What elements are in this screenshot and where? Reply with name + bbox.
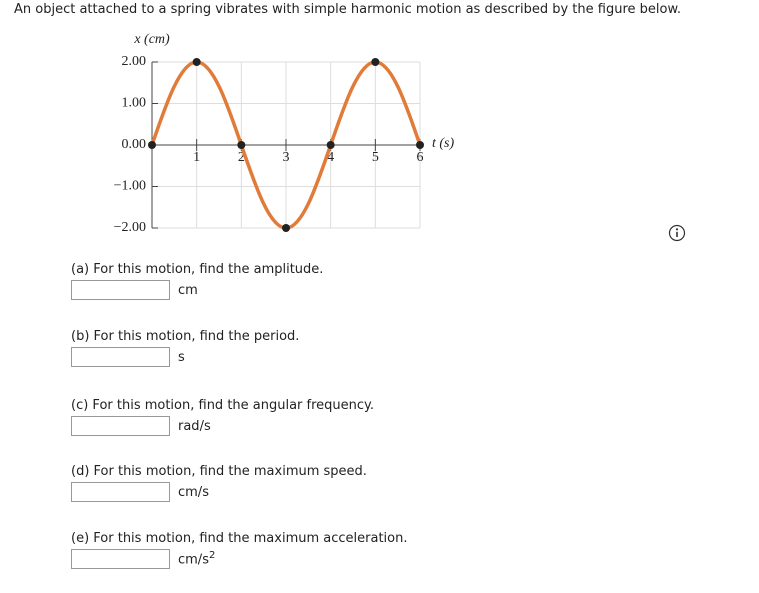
x-tick-label: 3 [283, 150, 290, 165]
prompt: An object attached to a spring vibrates … [14, 2, 682, 17]
answer-row: cm [71, 280, 323, 300]
answer-input[interactable] [71, 347, 170, 367]
answer-row: cm/s [71, 482, 367, 502]
question-label: (e) For this motion, find the maximum ac… [71, 531, 408, 546]
question-label: (c) For this motion, find the angular fr… [71, 398, 375, 413]
unit: cm/s2 [178, 550, 215, 567]
answer-input[interactable] [71, 280, 170, 300]
question: (d) For this motion, find the maximum sp… [71, 464, 367, 502]
answer-row: rad/s [71, 416, 374, 436]
point [416, 141, 424, 149]
unit-base: rad/s [178, 418, 211, 434]
unit-superscript: 2 [208, 550, 216, 562]
point [371, 58, 380, 66]
question: (b) For this motion, find the period. s [71, 329, 299, 367]
unit-base: cm/s [178, 552, 209, 568]
y-tick-label: 2.00 [122, 54, 147, 69]
question: (c) For this motion, find the angular fr… [71, 398, 374, 436]
unit-base: cm [178, 282, 198, 298]
figure: x (cm) t (s) −2.00 −1.00 0.00 1.00 2.00 1 2 3 4 5… [114, 32, 455, 235]
unit-base: s [178, 349, 185, 365]
answer-row: s [71, 347, 299, 367]
unit: cm [178, 283, 198, 298]
question-label: (b) For this motion, find the period. [71, 329, 300, 344]
answer-input[interactable] [71, 549, 170, 569]
answer-input[interactable] [71, 482, 170, 502]
info-icon[interactable] [668, 224, 686, 242]
question: (e) For this motion, find the maximum ac… [71, 531, 407, 569]
x-tick-label: 2 [238, 150, 245, 165]
question-label: (d) For this motion, find the maximum sp… [71, 464, 367, 479]
answer-row: cm/s2 [71, 549, 407, 569]
point [192, 58, 201, 66]
point [282, 224, 290, 232]
x-tick-label: 6 [417, 150, 424, 165]
unit: rad/s [178, 419, 211, 434]
y-tick-label: 1.00 [122, 96, 147, 111]
question-label: (a) For this motion, find the amplitude. [71, 262, 324, 277]
x-tick-label: 1 [193, 150, 200, 165]
answer-input[interactable] [71, 416, 170, 436]
unit: cm/s [178, 485, 209, 500]
y-tick-label: −2.00 [114, 220, 146, 235]
unit: s [178, 350, 185, 365]
y-axis-label: x (cm) [133, 32, 170, 47]
unit-base: cm/s [178, 484, 209, 500]
x-tick-label: 4 [327, 150, 334, 165]
point [326, 141, 335, 149]
point [237, 141, 246, 149]
point [148, 141, 156, 149]
x-axis-label: t (s) [432, 136, 455, 151]
y-tick-label: 0.00 [122, 137, 147, 152]
x-tick-label: 5 [372, 150, 379, 165]
question: (a) For this motion, find the amplitude.… [71, 262, 323, 300]
y-tick-label: −1.00 [114, 179, 146, 194]
